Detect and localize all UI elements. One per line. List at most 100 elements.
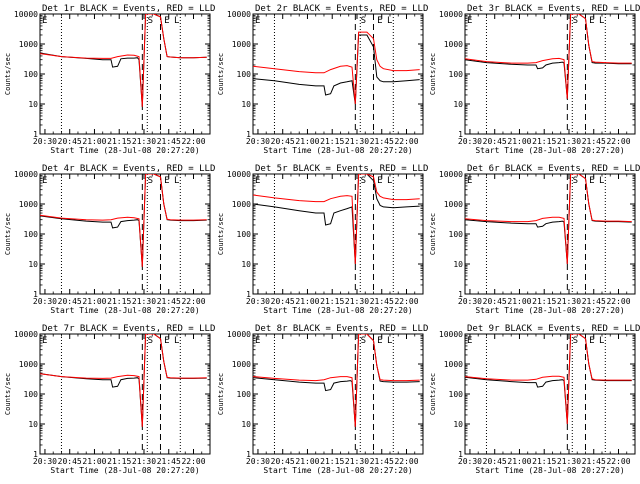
y-tick-label: 100	[24, 230, 39, 239]
y-tick-label: 10	[241, 100, 251, 109]
x-tick-label: 20:30	[33, 457, 57, 466]
marker-label: E	[164, 176, 169, 186]
x-axis-label: Start Time (28-Jul-08 20:27:20)	[475, 146, 624, 155]
y-axis-label: Counts/sec	[4, 373, 12, 415]
y-tick-label: 10	[241, 420, 251, 429]
x-axis-label: Start Time (28-Jul-08 20:27:20)	[50, 306, 199, 315]
x-tick-label: 22:00	[606, 457, 630, 466]
marker-label: E	[164, 336, 169, 346]
events-series-line	[40, 14, 207, 107]
y-tick-label: 10	[453, 100, 463, 109]
panel-det-8: Det 8r BLACK = Events, RED = LLD 1 10 100 10…	[217, 324, 428, 475]
y-tick-label: 10000	[14, 330, 38, 339]
x-tick-label: 21:45	[157, 297, 181, 306]
y-axis-label: Counts/sec	[4, 213, 12, 255]
x-tick-label: 20:30	[246, 137, 270, 146]
x-tick-label: 21:30	[345, 137, 369, 146]
x-tick-label: 21:45	[582, 137, 606, 146]
marker-label: E	[255, 176, 260, 186]
x-tick-label: 22:00	[606, 297, 630, 306]
y-tick-label: 1	[246, 290, 251, 299]
x-tick-label: 22:00	[394, 297, 418, 306]
panel-det-5: Det 5r BLACK = Events, RED = LLD 1 10 100 10…	[217, 164, 428, 315]
plot-frame	[464, 13, 636, 135]
y-tick-label: 1000	[444, 200, 463, 209]
marker-label: S	[361, 16, 366, 26]
y-tick-label: 10	[241, 260, 251, 269]
marker-label: S	[148, 336, 153, 346]
x-axis-label: Start Time (28-Jul-08 20:27:20)	[263, 466, 412, 475]
marker-label: S	[361, 336, 366, 346]
lld-series-line	[465, 334, 632, 425]
events-series-line	[465, 14, 632, 99]
plot-frame	[464, 173, 636, 295]
x-tick-label: 21:00	[295, 137, 319, 146]
y-axis-label: Counts/sec	[429, 53, 437, 95]
marker-label: E	[589, 176, 594, 186]
marker-label: E	[467, 176, 472, 186]
x-axis-label: Start Time (28-Jul-08 20:27:20)	[475, 306, 624, 315]
y-tick-label: 100	[24, 70, 39, 79]
x-tick-label: 21:30	[345, 457, 369, 466]
x-tick-label: 20:45	[483, 137, 507, 146]
y-tick-label: 10000	[14, 10, 38, 19]
x-axis-label: Start Time (28-Jul-08 20:27:20)	[263, 146, 412, 155]
marker-label: E	[467, 16, 472, 26]
panel-det-4: Det 4r BLACK = Events, RED = LLD 1 10 100 10…	[4, 164, 215, 315]
y-tick-label: 10	[28, 420, 38, 429]
x-tick-label: 21:45	[370, 137, 394, 146]
marker-label: L	[599, 176, 604, 186]
marker-label: E	[377, 16, 382, 26]
marker-label: E	[42, 336, 47, 346]
y-tick-label: 1	[458, 290, 463, 299]
y-tick-label: 100	[449, 230, 464, 239]
x-tick-label: 21:45	[370, 297, 394, 306]
y-tick-label: 1	[246, 450, 251, 459]
x-tick-label: 21:00	[82, 137, 106, 146]
x-tick-label: 21:15	[532, 297, 556, 306]
lld-series-line	[253, 31, 420, 105]
x-tick-label: 20:30	[458, 137, 482, 146]
x-tick-label: 20:45	[58, 137, 82, 146]
y-tick-label: 1000	[232, 360, 251, 369]
events-series-line	[253, 174, 420, 265]
panel-det-7: Det 7r BLACK = Events, RED = LLD 1 10 100 10…	[4, 324, 215, 475]
marker-label: E	[42, 16, 47, 26]
x-axis-label: Start Time (28-Jul-08 20:27:20)	[263, 306, 412, 315]
plot-frame	[39, 333, 211, 455]
x-tick-label: 21:00	[295, 297, 319, 306]
marker-label: S	[361, 176, 366, 186]
events-series-line	[40, 334, 207, 427]
y-tick-label: 10000	[439, 170, 463, 179]
y-tick-label: 10000	[439, 330, 463, 339]
x-tick-label: 21:00	[507, 137, 531, 146]
marker-label: L	[174, 16, 179, 26]
y-tick-label: 1000	[444, 40, 463, 49]
x-tick-label: 21:30	[132, 297, 156, 306]
x-tick-label: 21:30	[557, 457, 581, 466]
marker-label: E	[164, 16, 169, 26]
marker-label: S	[573, 176, 578, 186]
y-axis-label: Counts/sec	[217, 213, 225, 255]
marker-label: L	[387, 16, 392, 26]
events-series-line	[465, 174, 632, 265]
plot-frame	[39, 13, 211, 135]
y-tick-label: 1000	[232, 40, 251, 49]
y-tick-label: 100	[237, 70, 252, 79]
panel-title: Det 9r BLACK = Events, RED = LLD	[467, 324, 640, 334]
lld-series-line	[253, 174, 420, 265]
x-tick-label: 20:30	[33, 297, 57, 306]
y-axis-label: Counts/sec	[4, 53, 12, 95]
y-tick-label: 10	[453, 260, 463, 269]
panel-title: Det 8r BLACK = Events, RED = LLD	[255, 324, 428, 334]
x-tick-label: 21:45	[582, 297, 606, 306]
x-tick-label: 21:30	[557, 137, 581, 146]
lld-series-line	[465, 14, 632, 99]
y-axis-label: Counts/sec	[217, 373, 225, 415]
marker-label: L	[174, 336, 179, 346]
x-tick-label: 21:30	[132, 137, 156, 146]
x-tick-label: 22:00	[394, 137, 418, 146]
x-tick-label: 22:00	[394, 457, 418, 466]
